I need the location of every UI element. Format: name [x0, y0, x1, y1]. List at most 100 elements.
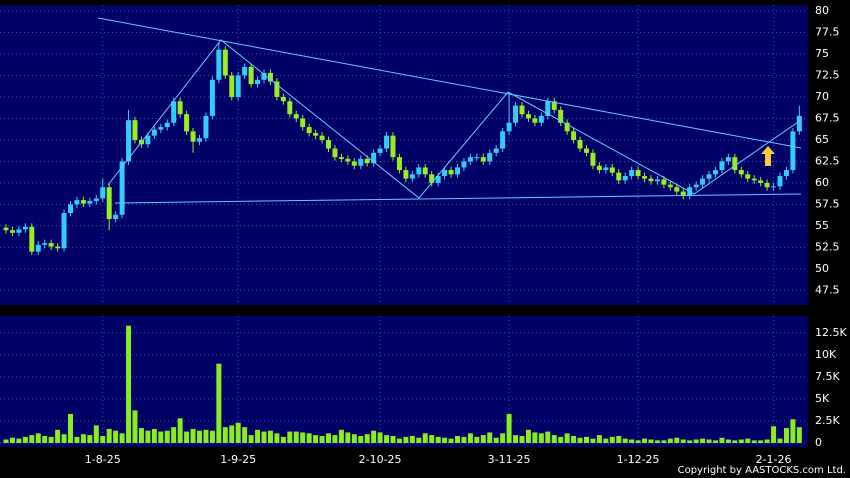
volume-bar [3, 439, 9, 444]
volume-bar [113, 430, 119, 444]
candle-body [596, 165, 602, 171]
candle-body [274, 81, 280, 97]
volume-bar [745, 438, 751, 444]
volume-bar [532, 432, 538, 444]
volume-bar [119, 433, 125, 444]
volume-bar [590, 438, 596, 444]
y-tick-label: 10K [815, 348, 837, 361]
x-tick-label: 2-10-25 [359, 453, 402, 466]
candle-body [16, 229, 22, 233]
candle-body [235, 75, 241, 97]
volume-bar [203, 429, 209, 444]
volume-bar [164, 430, 170, 444]
y-tick-label: 65 [815, 133, 829, 146]
volume-bar [106, 428, 112, 444]
volume-bar [306, 433, 312, 444]
volume-bar [345, 432, 351, 444]
candle-body [422, 167, 428, 175]
candle-body [590, 152, 596, 166]
candle-body [654, 179, 660, 182]
candle-body [371, 152, 377, 164]
candle-body [725, 157, 731, 162]
copyright: Copyright by AASTOCKS.com Ltd. [678, 465, 846, 476]
candle-body [732, 157, 738, 171]
volume-bar [571, 435, 577, 444]
candle-body [409, 174, 415, 179]
y-tick-label: 7.5K [815, 370, 840, 383]
candle-body [713, 170, 718, 175]
candle-body [132, 120, 138, 140]
y-tick-label: 77.5 [815, 26, 840, 39]
candle-body [700, 178, 706, 185]
candle-body [384, 135, 390, 149]
candle-body [87, 200, 93, 204]
candle-body [29, 226, 35, 252]
volume-bar [584, 436, 589, 444]
candle-body [74, 200, 80, 205]
candle-body [622, 176, 628, 181]
candle-body [519, 105, 525, 115]
volume-bar [229, 425, 235, 444]
volume-bar [493, 437, 499, 444]
y-tick-label: 0 [815, 436, 822, 449]
candle-body [493, 148, 499, 153]
candle-body [777, 176, 783, 187]
volume-bar [525, 429, 531, 444]
volume-bar [719, 437, 725, 444]
volume-bar [338, 429, 344, 444]
candle-body [151, 129, 157, 136]
volume-bar [293, 431, 299, 444]
candle-body [106, 187, 112, 220]
y-tick-label: 75 [815, 47, 829, 60]
candle-body [506, 122, 512, 132]
candle-body [396, 157, 402, 171]
candle-body [642, 176, 648, 179]
volume-bar [74, 436, 80, 444]
volume-bar [68, 413, 73, 444]
y-tick-label: 55 [815, 219, 829, 232]
volume-bar [145, 430, 151, 444]
candle-body [758, 180, 764, 183]
candle-body [532, 118, 538, 123]
candle-body [751, 178, 757, 181]
candle-body [319, 135, 325, 140]
volume-bar [467, 433, 473, 444]
candle-body [351, 161, 357, 166]
candle-body [745, 174, 751, 179]
volume-bar [87, 435, 93, 444]
volume-bar [790, 419, 796, 444]
volume-bar [184, 431, 190, 444]
candle-body [113, 214, 119, 220]
volume-bar [674, 437, 680, 444]
candle-body [455, 167, 460, 175]
volume-bar [661, 440, 667, 444]
volume-bar [287, 431, 293, 444]
candle-body [42, 243, 48, 245]
candle-body [693, 184, 699, 188]
candle-body [474, 157, 480, 159]
y-tick-label: 12.5K [815, 326, 847, 339]
volume-bar [680, 439, 686, 444]
volume-bar [235, 422, 241, 444]
volume-bar [209, 430, 215, 444]
candle-body [416, 167, 422, 175]
candle-body [661, 179, 667, 185]
candle-body [680, 191, 686, 196]
candle-body [577, 139, 583, 149]
y-tick-label: 2.5K [815, 414, 840, 427]
volume-bar [377, 432, 383, 444]
volume-bar [384, 435, 390, 444]
volume-bar [126, 325, 132, 444]
candle-body [287, 101, 293, 115]
volume-panel [0, 316, 808, 447]
candle-body [229, 75, 235, 97]
y-tick-label: 62.5 [815, 154, 840, 167]
candle-body [48, 243, 54, 247]
candle-body [609, 167, 615, 173]
volume-bar [197, 430, 202, 444]
candle-body [203, 115, 209, 139]
candle-body [158, 127, 164, 130]
volume-bar [706, 439, 712, 444]
candle-body [209, 79, 215, 116]
